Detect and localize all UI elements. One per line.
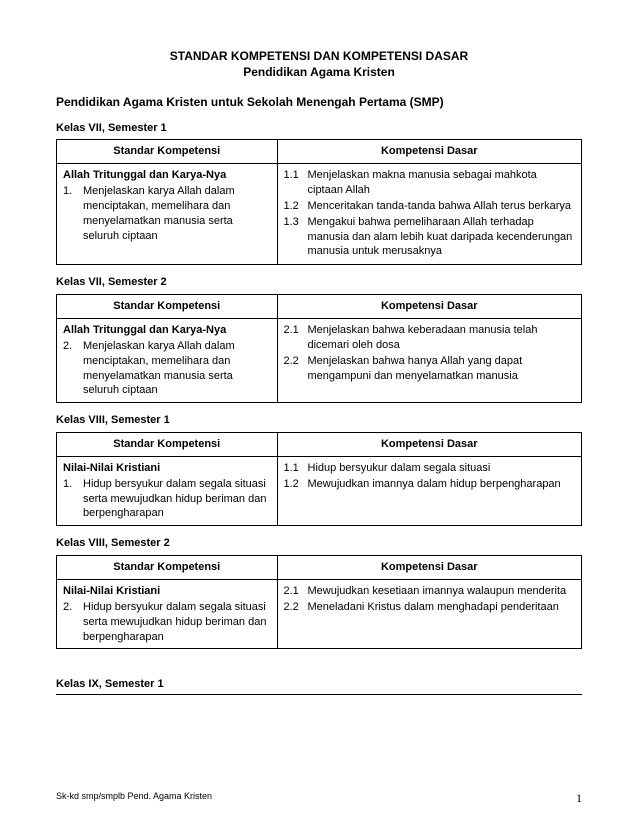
header-sk: Standar Kompetensi [57,433,278,457]
section-label: Kelas VII, Semester 2 [56,275,582,290]
header-sk: Standar Kompetensi [57,295,278,319]
sections-container: Kelas VII, Semester 1Standar KompetensiK… [56,121,582,650]
header-kd: Kompetensi Dasar [277,140,582,164]
competency-table: Standar KompetensiKompetensi DasarAllah … [56,139,582,265]
header-kd: Kompetensi Dasar [277,433,582,457]
kd-item: 1.2Menceritakan tanda-tanda bahwa Allah … [284,199,576,214]
bottom-section-label: Kelas IX, Semester 1 [56,677,582,695]
competency-table: Standar KompetensiKompetensi DasarAllah … [56,294,582,403]
competency-table: Standar KompetensiKompetensi DasarNilai-… [56,432,582,526]
sk-heading: Allah Tritunggal dan Karya-Nya [63,168,271,183]
sk-item: 2.Menjelaskan karya Allah dalam mencipta… [63,339,271,398]
sk-heading: Allah Tritunggal dan Karya-Nya [63,323,271,338]
header-sk: Standar Kompetensi [57,140,278,164]
kd-item: 2.2Meneladani Kristus dalam menghadapi p… [284,600,576,615]
sk-cell: Allah Tritunggal dan Karya-Nya1.Menjelas… [57,164,278,265]
competency-table: Standar KompetensiKompetensi DasarNilai-… [56,555,582,649]
kd-cell: 1.1Hidup bersyukur dalam segala situasi1… [277,456,582,525]
kd-item: 2.2Menjelaskan bahwa hanya Allah yang da… [284,354,576,384]
footer-left: Sk-kd smp/smplb Pend. Agama Kristen [56,790,212,806]
title-line-1: STANDAR KOMPETENSI DAN KOMPETENSI DASAR [56,48,582,64]
title-line-2: Pendidikan Agama Kristen [56,64,582,80]
sk-cell: Nilai-Nilai Kristiani2.Hidup bersyukur d… [57,579,278,648]
header-kd: Kompetensi Dasar [277,556,582,580]
sk-heading: Nilai-Nilai Kristiani [63,584,271,599]
kd-item: 1.3Mengakui bahwa pemeliharaan Allah ter… [284,215,576,260]
kd-item: 1.2Mewujudkan imannya dalam hidup berpen… [284,477,576,492]
section-label: Kelas VII, Semester 1 [56,121,582,136]
sk-item: 2.Hidup bersyukur dalam segala situasi s… [63,600,271,645]
kd-cell: 1.1Menjelaskan makna manusia sebagai mah… [277,164,582,265]
sk-cell: Allah Tritunggal dan Karya-Nya2.Menjelas… [57,319,278,403]
document-subtitle: Pendidikan Agama Kristen untuk Sekolah M… [56,94,582,110]
footer-page-number: 1 [576,790,582,806]
kd-item: 1.1Hidup bersyukur dalam segala situasi [284,461,576,476]
section-label: Kelas VIII, Semester 2 [56,536,582,551]
header-kd: Kompetensi Dasar [277,295,582,319]
sk-heading: Nilai-Nilai Kristiani [63,461,271,476]
sk-item: 1.Menjelaskan karya Allah dalam mencipta… [63,184,271,243]
sk-cell: Nilai-Nilai Kristiani1.Hidup bersyukur d… [57,456,278,525]
document-title: STANDAR KOMPETENSI DAN KOMPETENSI DASAR … [56,48,582,80]
header-sk: Standar Kompetensi [57,556,278,580]
kd-cell: 2.1Mewujudkan kesetiaan imannya walaupun… [277,579,582,648]
kd-item: 1.1Menjelaskan makna manusia sebagai mah… [284,168,576,198]
sk-item: 1.Hidup bersyukur dalam segala situasi s… [63,477,271,522]
kd-item: 2.1Mewujudkan kesetiaan imannya walaupun… [284,584,576,599]
kd-item: 2.1Menjelaskan bahwa keberadaan manusia … [284,323,576,353]
page-footer: Sk-kd smp/smplb Pend. Agama Kristen 1 [56,790,582,806]
kd-cell: 2.1Menjelaskan bahwa keberadaan manusia … [277,319,582,403]
section-label: Kelas VIII, Semester 1 [56,413,582,428]
